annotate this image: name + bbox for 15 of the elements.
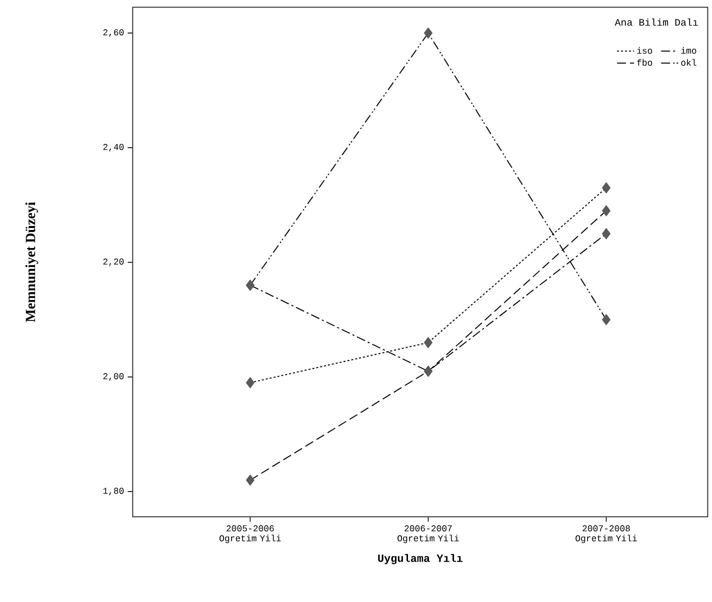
y-tick-label: 2,20 <box>103 258 124 266</box>
y-tick-label: 1,80 <box>103 488 124 496</box>
x-tick-label: 2006-2007 Ogretim Yili <box>398 525 459 544</box>
x-tick-label: 2005-2006 Ogretim Yili <box>220 525 281 544</box>
legend-label: iso <box>637 47 652 54</box>
x-tick-label: 2007-2008 Ogretim Yili <box>576 525 637 544</box>
y-tick-label: 2,60 <box>103 29 124 37</box>
legend-label: fbo <box>637 59 652 66</box>
y-tick-label: 2,40 <box>103 144 124 152</box>
x-axis-title: Uygulama Yılı <box>378 554 462 564</box>
y-axis-title: Memnuniyet Düzeyi <box>25 202 38 322</box>
legend-label: imo <box>681 47 696 54</box>
legend-title: Ana Bilim Dalı <box>614 18 698 26</box>
legend-label: okl <box>681 59 696 66</box>
y-tick-label: 2,00 <box>103 373 124 381</box>
